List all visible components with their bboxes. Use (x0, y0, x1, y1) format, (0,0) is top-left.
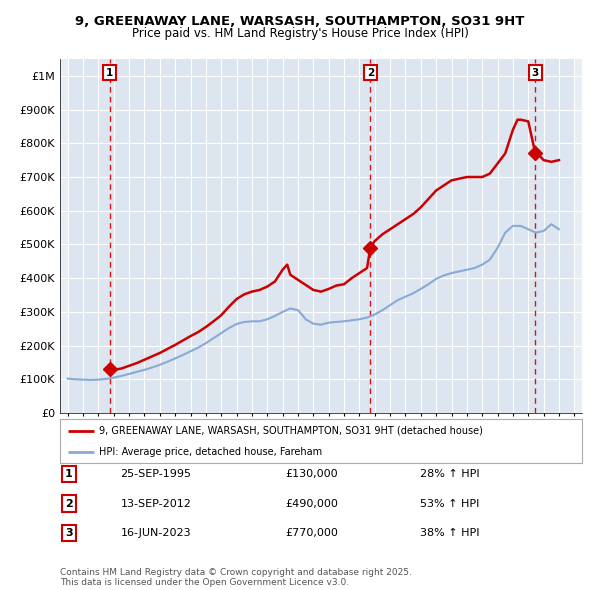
Bar (329, 59, 344, 413)
Text: 38% ↑ HPI: 38% ↑ HPI (420, 528, 479, 538)
Bar (221, 59, 236, 413)
Bar (175, 59, 191, 413)
Bar (68, 59, 83, 413)
Bar (421, 59, 436, 413)
Bar (129, 59, 145, 413)
Bar (406, 59, 421, 413)
Bar (283, 59, 298, 413)
Bar (298, 59, 313, 413)
Text: 2: 2 (367, 68, 374, 78)
Bar (467, 59, 482, 413)
Text: 28% ↑ HPI: 28% ↑ HPI (420, 469, 479, 479)
Text: 13-SEP-2012: 13-SEP-2012 (121, 499, 191, 509)
Text: 2: 2 (65, 499, 73, 509)
Bar (267, 59, 283, 413)
Text: 53% ↑ HPI: 53% ↑ HPI (420, 499, 479, 509)
Text: 16-JUN-2023: 16-JUN-2023 (121, 528, 191, 538)
Bar (436, 59, 452, 413)
Text: 1: 1 (65, 469, 73, 479)
Bar (390, 59, 406, 413)
Bar (83, 59, 98, 413)
Bar (344, 59, 359, 413)
Bar (206, 59, 221, 413)
Text: Contains HM Land Registry data © Crown copyright and database right 2025.
This d: Contains HM Land Registry data © Crown c… (60, 568, 412, 587)
Text: Price paid vs. HM Land Registry's House Price Index (HPI): Price paid vs. HM Land Registry's House … (131, 27, 469, 40)
Text: £490,000: £490,000 (286, 499, 338, 509)
Bar (452, 59, 467, 413)
Text: 3: 3 (532, 68, 539, 78)
Text: 9, GREENAWAY LANE, WARSASH, SOUTHAMPTON, SO31 9HT: 9, GREENAWAY LANE, WARSASH, SOUTHAMPTON,… (76, 15, 524, 28)
Text: £770,000: £770,000 (286, 528, 338, 538)
Bar (313, 59, 329, 413)
Bar (114, 59, 129, 413)
Text: HPI: Average price, detached house, Fareham: HPI: Average price, detached house, Fare… (99, 447, 322, 457)
Bar (513, 59, 528, 413)
Bar (497, 59, 513, 413)
FancyBboxPatch shape (60, 419, 582, 463)
Bar (559, 59, 574, 413)
Text: 25-SEP-1995: 25-SEP-1995 (121, 469, 191, 479)
Text: 1: 1 (106, 68, 113, 78)
Bar (375, 59, 390, 413)
Bar (236, 59, 252, 413)
Bar (98, 59, 114, 413)
Bar (359, 59, 375, 413)
Text: 3: 3 (65, 528, 73, 538)
Bar (160, 59, 175, 413)
Bar (145, 59, 160, 413)
Bar (528, 59, 544, 413)
Text: £130,000: £130,000 (286, 469, 338, 479)
Bar (252, 59, 267, 413)
Text: 9, GREENAWAY LANE, WARSASH, SOUTHAMPTON, SO31 9HT (detached house): 9, GREENAWAY LANE, WARSASH, SOUTHAMPTON,… (99, 426, 483, 436)
Bar (191, 59, 206, 413)
Bar (482, 59, 497, 413)
Bar (544, 59, 559, 413)
